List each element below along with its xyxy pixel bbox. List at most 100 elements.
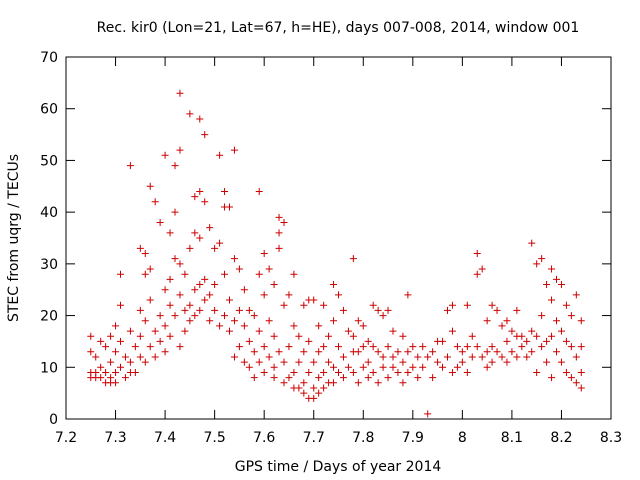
data-point (548, 265, 556, 273)
data-point (404, 368, 412, 376)
data-point (384, 343, 392, 351)
data-point (553, 275, 560, 283)
data-point (310, 358, 318, 366)
data-point (270, 281, 278, 289)
data-point (211, 306, 219, 314)
data-point (240, 322, 248, 330)
data-point (92, 353, 100, 361)
data-point (97, 363, 105, 371)
data-point (339, 374, 347, 382)
data-point (216, 322, 224, 330)
data-point (280, 379, 288, 387)
data-point (444, 353, 451, 361)
data-point (260, 291, 268, 299)
data-point (543, 358, 551, 366)
data-point (171, 255, 179, 263)
data-point (567, 343, 575, 351)
data-point (572, 379, 580, 387)
data-point (498, 353, 506, 361)
data-point (295, 358, 303, 366)
data-point (265, 317, 273, 325)
data-point (414, 374, 422, 382)
data-point (211, 244, 219, 252)
data-point (226, 296, 233, 304)
data-point (553, 317, 560, 325)
data-point (439, 337, 447, 345)
data-point (548, 374, 556, 382)
data-point (404, 348, 412, 356)
data-point (176, 291, 184, 299)
data-point (196, 187, 204, 195)
data-point (300, 348, 308, 356)
data-point (424, 353, 432, 361)
data-point (478, 265, 486, 273)
data-point (344, 363, 352, 371)
x-tick-label: 7.4 (154, 430, 176, 446)
data-point (255, 358, 263, 366)
data-point (448, 301, 456, 309)
data-point (141, 270, 149, 278)
data-point (389, 353, 397, 361)
data-point (265, 265, 273, 273)
data-point (240, 286, 248, 294)
data-point (250, 312, 258, 320)
data-point (562, 301, 570, 309)
data-point (235, 265, 243, 273)
y-tick-label: 30 (40, 257, 58, 273)
data-point (349, 255, 357, 263)
data-point (528, 327, 536, 335)
data-point (171, 208, 179, 216)
chart-title: Rec. kir0 (Lon=21, Lat=67, h=HE), days 0… (97, 20, 580, 36)
data-point (117, 270, 124, 278)
data-point (359, 343, 367, 351)
data-point (379, 353, 387, 361)
data-point (320, 343, 328, 351)
data-point (572, 291, 580, 299)
data-point (300, 389, 308, 397)
data-point (126, 327, 134, 335)
data-point (503, 317, 511, 325)
data-point (275, 348, 283, 356)
data-point (186, 110, 194, 118)
data-point (493, 306, 501, 314)
data-point (245, 337, 253, 345)
data-point (102, 368, 110, 376)
data-point (330, 379, 338, 387)
data-point (335, 291, 342, 299)
data-point (141, 358, 149, 366)
data-point (335, 368, 342, 376)
data-point (171, 312, 179, 320)
data-point (161, 322, 169, 330)
data-point (419, 363, 427, 371)
x-tick-label: 7.5 (204, 430, 226, 446)
data-point (335, 343, 342, 351)
data-point (310, 384, 318, 392)
data-point (226, 203, 233, 211)
data-point (270, 363, 278, 371)
data-point (473, 250, 481, 258)
data-point (186, 244, 194, 252)
data-point (221, 187, 229, 195)
data-point (349, 368, 357, 376)
data-point (315, 348, 323, 356)
data-point (285, 343, 293, 351)
data-point (117, 337, 124, 345)
data-point (339, 353, 347, 361)
data-point (211, 281, 219, 289)
data-point (468, 353, 476, 361)
data-point (444, 306, 451, 314)
data-point (488, 301, 496, 309)
y-tick-label: 0 (49, 412, 58, 428)
data-point (270, 374, 278, 382)
data-point (196, 115, 204, 123)
data-point (117, 301, 124, 309)
data-point (310, 394, 318, 402)
data-point (513, 306, 521, 314)
data-point (186, 301, 194, 309)
data-point (349, 332, 357, 340)
data-point (126, 358, 134, 366)
data-point (399, 332, 407, 340)
x-tick-label: 8.1 (501, 430, 523, 446)
data-point (196, 306, 204, 314)
data-point (344, 327, 352, 335)
